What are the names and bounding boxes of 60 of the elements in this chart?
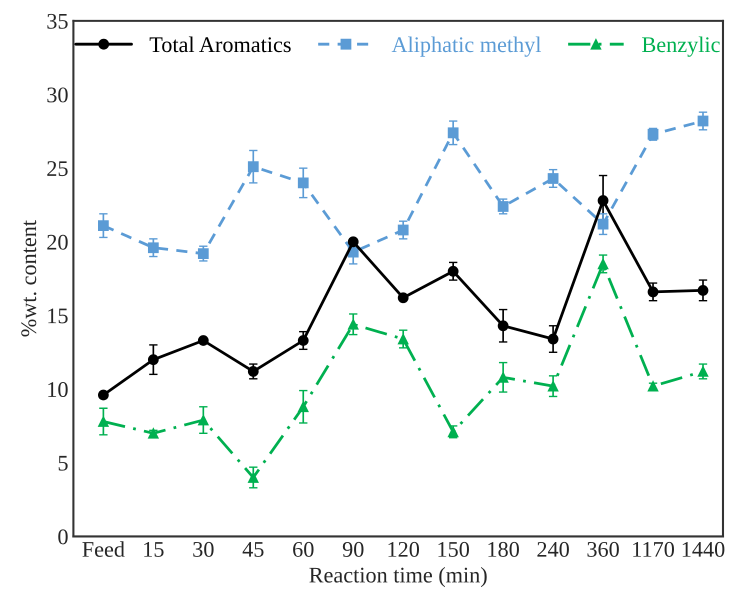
y-tick-label: 25 [47,161,68,176]
y-tick-label: 20 [47,234,68,250]
point [148,354,159,366]
x-tick-label: 45 [242,542,264,557]
x-tick-label: 30 [193,542,214,557]
x-tick-label: Feed [82,541,125,557]
point [448,127,459,138]
y-tick-label: 30 [47,87,68,102]
point [398,292,409,304]
x-tick-label: 240 [537,542,569,557]
point [298,401,309,412]
legend-label: Aliphatic methyl [392,36,542,57]
x-tick-label: 1440 [682,542,724,557]
point [598,258,608,270]
point [398,334,409,344]
x-tick-label: 1170 [633,542,674,557]
point [198,248,209,259]
point [698,366,708,377]
point [598,195,608,206]
point [98,220,109,231]
point [298,178,309,188]
y-tick-label: 10 [48,382,68,398]
point [198,414,209,426]
x-tick-label: 150 [438,542,469,557]
point [148,242,159,254]
point [648,286,658,298]
x-tick-label: 60 [293,542,314,557]
point [398,224,409,236]
point [548,380,558,392]
point [498,320,509,332]
point [248,161,259,172]
y-axis-title: %wt. content [21,220,36,336]
point [498,372,509,383]
point [348,236,359,248]
point [498,201,509,212]
y-tick-label: 5 [58,456,68,471]
y-tick-label: 0 [58,529,68,544]
x-tick-label: 90 [342,542,364,557]
point [248,472,259,483]
x-tick-label: 15 [144,542,164,557]
y-tick-label: 35 [47,14,68,29]
x-tick-label: 180 [488,542,519,557]
point [98,390,109,400]
point [348,318,359,330]
point [198,335,209,346]
point [98,416,109,427]
point [698,116,708,126]
x-tick-label: 120 [388,542,420,557]
point [298,335,309,346]
point [448,266,459,277]
x-tick-label: 360 [587,542,619,557]
point [548,173,558,184]
legend-label: Total Aromatics [150,36,291,52]
legend-label: Benzylic [642,36,720,57]
point [248,366,259,377]
x-axis-title: Reaction time (min) [309,566,487,588]
point [698,285,708,296]
y-tick-label: 15 [48,308,68,324]
point [548,334,558,344]
point [598,218,608,230]
